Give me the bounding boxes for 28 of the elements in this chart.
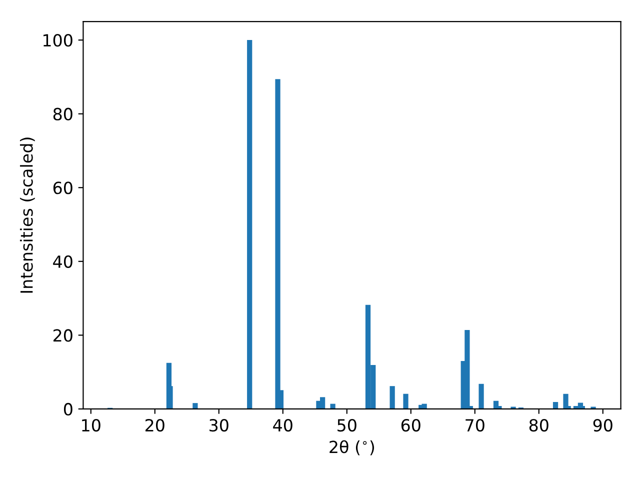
x-tick-label: 70 (466, 418, 484, 432)
bar (478, 384, 484, 409)
bar (192, 403, 198, 409)
bar (403, 394, 408, 409)
y-tick-label: 80 (53, 108, 72, 120)
x-tick-label: 80 (529, 418, 548, 432)
bar (247, 40, 252, 409)
bar (275, 79, 280, 409)
y-tick-label: 0 (64, 402, 72, 416)
x-tick-label: 90 (593, 418, 612, 432)
x-tick-label: 60 (401, 418, 420, 432)
y-tick-label: 60 (53, 182, 72, 194)
y-tick-label: 40 (53, 255, 72, 268)
bar (320, 397, 326, 409)
x-tick-label: 10 (82, 418, 100, 432)
bar (390, 386, 395, 409)
y-tick-label: 20 (53, 329, 72, 342)
bar (330, 404, 336, 409)
y-tick-label: 100 (43, 34, 72, 47)
bar (464, 330, 470, 409)
x-tick-label: 20 (145, 418, 164, 432)
x-tick-label: 30 (210, 418, 228, 432)
x-axis-title: 2θ ($^{∘}$) (330, 440, 374, 456)
x-tick-label: 40 (273, 418, 292, 432)
y-axis-title: Intensities (scaled) (20, 138, 35, 293)
bar (552, 402, 558, 409)
bar (563, 394, 568, 409)
x-tick-label: 50 (338, 418, 356, 432)
